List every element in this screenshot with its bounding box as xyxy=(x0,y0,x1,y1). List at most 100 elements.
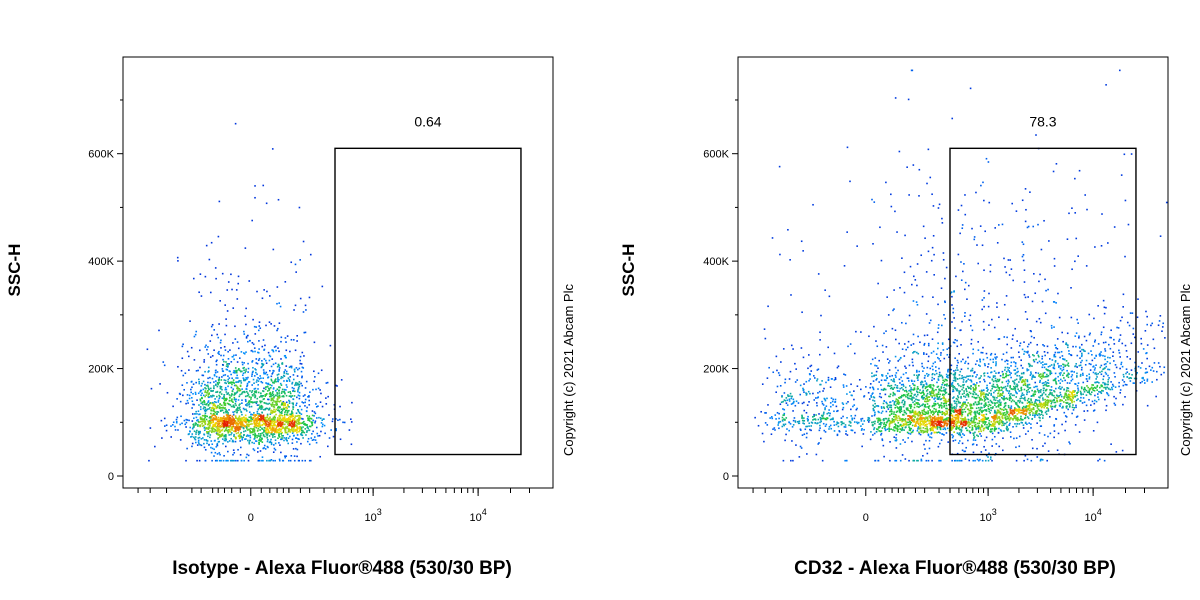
event-dot xyxy=(871,375,873,378)
event-dot xyxy=(1073,400,1075,403)
event-dot xyxy=(1049,432,1052,435)
event-dot xyxy=(946,348,949,350)
event-dot xyxy=(196,459,198,462)
event-dot xyxy=(225,382,228,385)
event-dot xyxy=(888,362,890,364)
event-dot xyxy=(241,421,244,423)
event-dot xyxy=(217,404,219,407)
event-dot xyxy=(886,406,889,409)
event-dot xyxy=(287,429,290,431)
event-dot xyxy=(210,446,212,449)
event-dot xyxy=(342,421,344,424)
event-dot xyxy=(1016,403,1018,406)
event-dot xyxy=(978,417,980,419)
event-dot xyxy=(297,438,299,440)
event-dot xyxy=(261,408,263,410)
event-dot xyxy=(979,358,981,361)
event-dot xyxy=(885,330,887,332)
event-dot xyxy=(271,392,274,395)
event-dot xyxy=(789,259,791,261)
event-dot xyxy=(249,419,252,422)
event-dot xyxy=(1146,357,1148,360)
event-dot xyxy=(283,427,285,429)
event-dot xyxy=(1009,436,1012,438)
event-dot xyxy=(298,395,301,397)
event-dot xyxy=(275,426,278,429)
event-dot xyxy=(903,343,906,345)
event-dot xyxy=(761,383,764,385)
event-dot xyxy=(1059,388,1062,390)
event-dot xyxy=(235,384,238,387)
event-dot xyxy=(227,281,230,283)
event-dot xyxy=(1056,409,1059,411)
event-dot xyxy=(209,340,212,342)
event-dot xyxy=(1077,391,1079,393)
event-dot xyxy=(257,408,260,411)
event-dot xyxy=(1104,341,1107,344)
event-dot xyxy=(209,436,211,439)
event-dot xyxy=(246,394,249,397)
event-dot xyxy=(974,414,977,416)
event-dot xyxy=(317,435,319,437)
event-dot xyxy=(787,395,790,398)
event-dot xyxy=(810,421,813,424)
event-dot xyxy=(279,425,282,428)
event-dot xyxy=(234,426,236,428)
event-dot xyxy=(232,411,234,413)
event-dot xyxy=(952,388,954,391)
event-dot xyxy=(258,415,261,417)
event-dot xyxy=(230,386,233,389)
event-dot xyxy=(978,430,980,433)
event-dot xyxy=(1081,402,1084,404)
event-dot xyxy=(240,380,242,382)
event-dot xyxy=(1028,363,1031,366)
event-dot xyxy=(274,435,276,438)
event-dot xyxy=(278,427,281,430)
event-dot xyxy=(260,404,262,407)
event-dot xyxy=(1016,384,1019,387)
event-dot xyxy=(244,404,247,406)
event-dot xyxy=(932,391,935,393)
event-dot xyxy=(1010,397,1012,400)
event-dot xyxy=(943,413,946,416)
event-dot xyxy=(216,453,219,455)
event-dot xyxy=(222,442,224,445)
event-dot xyxy=(989,404,992,407)
event-dot xyxy=(913,397,915,399)
event-dot xyxy=(313,341,316,344)
event-dot xyxy=(191,413,194,415)
event-dot xyxy=(1072,404,1074,406)
event-dot xyxy=(871,415,873,417)
event-dot xyxy=(272,248,275,251)
event-dot xyxy=(1020,372,1023,375)
event-dot xyxy=(907,392,910,395)
event-dot xyxy=(1049,358,1051,360)
gate-rectangle[interactable] xyxy=(334,147,522,456)
event-dot xyxy=(263,348,266,351)
event-dot xyxy=(266,390,269,392)
event-dot xyxy=(872,243,874,245)
event-dot xyxy=(250,417,252,420)
event-dot xyxy=(284,419,286,422)
event-dot xyxy=(207,422,210,425)
event-dot xyxy=(889,375,891,378)
event-dot xyxy=(1044,405,1046,407)
event-dot xyxy=(1118,69,1121,72)
event-dot xyxy=(918,425,921,427)
event-dot xyxy=(212,421,214,424)
event-dot xyxy=(1026,345,1029,348)
event-dot xyxy=(291,423,294,425)
event-dot xyxy=(186,447,188,450)
event-dot xyxy=(221,397,224,400)
event-dot xyxy=(287,391,290,394)
event-dot xyxy=(271,397,274,400)
event-dot xyxy=(245,390,248,393)
event-dot xyxy=(934,400,937,403)
event-dot xyxy=(933,389,935,392)
event-dot xyxy=(1007,404,1010,407)
event-dot xyxy=(276,407,279,409)
event-dot xyxy=(774,414,777,416)
event-dot xyxy=(1012,388,1014,391)
event-dot xyxy=(272,350,275,353)
event-dot xyxy=(1016,383,1018,386)
